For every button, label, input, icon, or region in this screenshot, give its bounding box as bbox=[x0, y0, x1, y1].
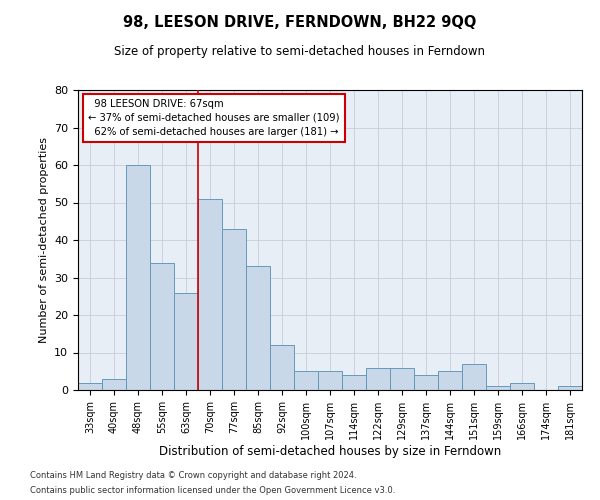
Bar bbox=[342, 375, 366, 390]
Bar bbox=[246, 266, 270, 390]
Text: Size of property relative to semi-detached houses in Ferndown: Size of property relative to semi-detach… bbox=[115, 45, 485, 58]
Bar bbox=[270, 345, 294, 390]
Bar bbox=[150, 262, 174, 390]
Text: 98 LEESON DRIVE: 67sqm
← 37% of semi-detached houses are smaller (109)
  62% of : 98 LEESON DRIVE: 67sqm ← 37% of semi-det… bbox=[88, 99, 340, 137]
Bar bbox=[438, 371, 462, 390]
Bar bbox=[366, 368, 390, 390]
Bar bbox=[390, 368, 414, 390]
Y-axis label: Number of semi-detached properties: Number of semi-detached properties bbox=[38, 137, 49, 343]
Bar bbox=[126, 165, 150, 390]
Bar bbox=[294, 371, 318, 390]
Bar bbox=[198, 198, 222, 390]
Bar bbox=[318, 371, 342, 390]
Bar bbox=[558, 386, 582, 390]
Text: Contains public sector information licensed under the Open Government Licence v3: Contains public sector information licen… bbox=[30, 486, 395, 495]
Text: 98, LEESON DRIVE, FERNDOWN, BH22 9QQ: 98, LEESON DRIVE, FERNDOWN, BH22 9QQ bbox=[124, 15, 476, 30]
Bar bbox=[486, 386, 510, 390]
Bar bbox=[222, 229, 246, 390]
Bar bbox=[510, 382, 534, 390]
Bar bbox=[78, 382, 102, 390]
Bar bbox=[174, 292, 198, 390]
X-axis label: Distribution of semi-detached houses by size in Ferndown: Distribution of semi-detached houses by … bbox=[159, 444, 501, 458]
Bar bbox=[102, 379, 126, 390]
Text: Contains HM Land Registry data © Crown copyright and database right 2024.: Contains HM Land Registry data © Crown c… bbox=[30, 471, 356, 480]
Bar bbox=[414, 375, 438, 390]
Bar bbox=[462, 364, 486, 390]
